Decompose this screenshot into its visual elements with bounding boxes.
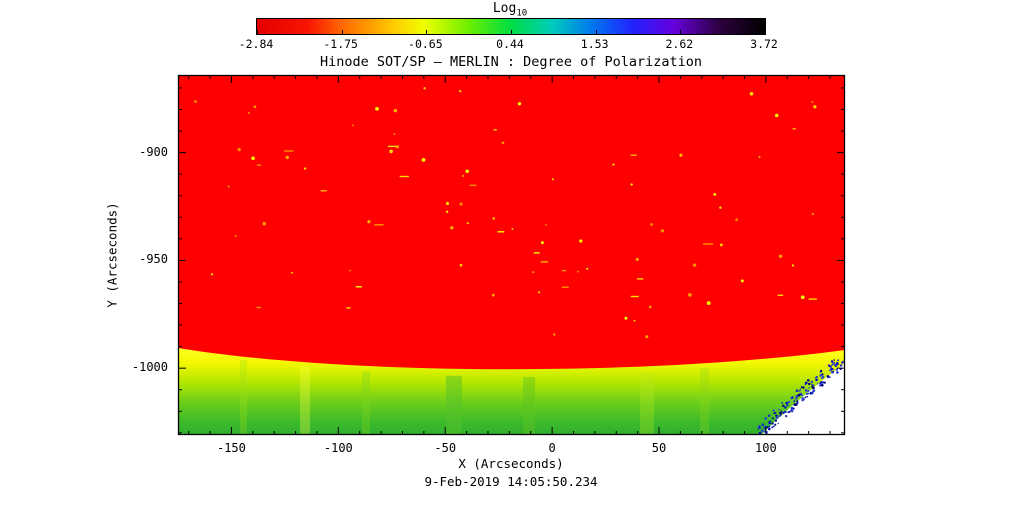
- colorbar-title-subscript: 10: [516, 8, 528, 19]
- x-axis-label: X (Arcseconds): [458, 456, 564, 471]
- colorbar-tick-mark: [257, 30, 258, 34]
- limb-transition-region: [178, 348, 845, 435]
- limb-stripes: [240, 359, 709, 435]
- colorbar-tick-mark: [763, 30, 764, 34]
- colorbar-tick-mark: [595, 30, 597, 34]
- colorbar-tick-mark: [511, 30, 512, 34]
- colorbar: [256, 18, 766, 35]
- plot-title: Hinode SOT/SP — MERLIN : Degree of Polar…: [319, 54, 702, 70]
- timestamp: 9-Feb-2019 14:05:50.234: [424, 474, 598, 489]
- colorbar-title: Log10: [430, 1, 590, 19]
- disk-speckles: [194, 87, 817, 339]
- colorbar-title-text: Log: [492, 1, 517, 16]
- colorbar-tick-mark: [680, 30, 682, 34]
- colorbar-tick-mark: [341, 30, 343, 34]
- colorbar-tick-mark: [426, 30, 428, 34]
- axis-frame: [177, 74, 846, 436]
- off-limb-speckles: [757, 359, 845, 435]
